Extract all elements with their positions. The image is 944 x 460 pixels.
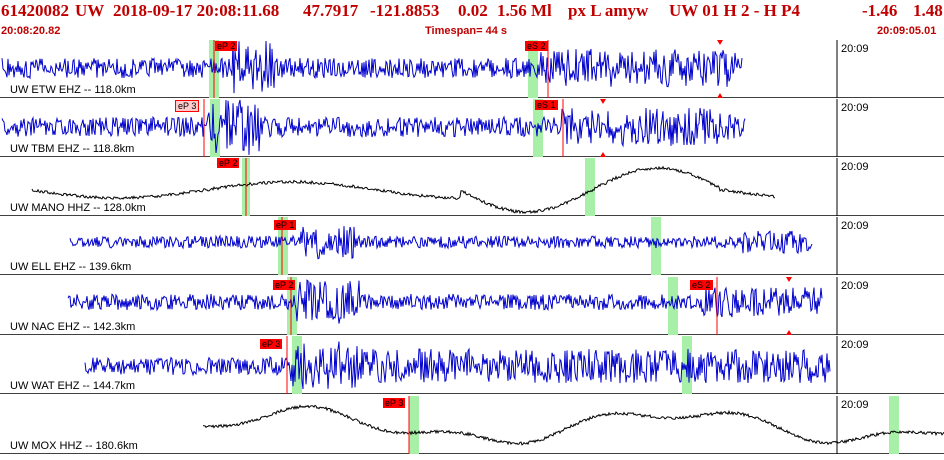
phase-pick-label[interactable]: eS 2 xyxy=(690,280,713,290)
phase-window[interactable] xyxy=(528,40,538,98)
phase-window[interactable] xyxy=(585,158,595,216)
trace-panel[interactable]: eP 3 20:09 UW WAT EHZ -- 144.7km xyxy=(0,336,944,394)
waveform-canvas xyxy=(0,99,944,157)
amplitude-marker-icon xyxy=(786,277,792,282)
waveform-trace xyxy=(67,279,823,324)
station-label: UW ETW EHZ -- 118.0km xyxy=(10,84,136,96)
waveform-trace xyxy=(1,40,743,94)
phase-pick-label[interactable]: eP 1 xyxy=(274,220,297,230)
waveform-trace xyxy=(202,404,944,446)
longitude: -121.8853 xyxy=(370,1,440,20)
time-tick-label: 20:09 xyxy=(841,102,869,114)
station-label: UW MANO HHZ -- 128.0km xyxy=(10,202,146,214)
waveform-trace xyxy=(69,226,813,260)
waveform-canvas xyxy=(0,217,944,275)
phase-window[interactable] xyxy=(210,99,220,157)
phase-pick-label[interactable]: eP 3 xyxy=(383,398,406,408)
amplitude-marker-icon xyxy=(600,99,606,104)
phase-pick-label[interactable]: eP 3 xyxy=(260,339,283,349)
time-tick-label: 20:09 xyxy=(841,280,869,292)
header-extra-1: -1.46 xyxy=(862,1,898,20)
latitude: 47.7917 xyxy=(303,1,359,20)
station-label: UW NAC EHZ -- 142.3km xyxy=(10,321,136,333)
phase-pick-label[interactable]: eP 2 xyxy=(217,158,240,168)
phase-window[interactable] xyxy=(409,396,419,454)
amplitude-marker-icon xyxy=(717,93,723,98)
origin-datetime: 2018-09-17 20:08:11.68 xyxy=(113,1,280,20)
amplitude-marker-icon xyxy=(717,40,723,45)
waveform-canvas xyxy=(0,40,944,98)
amplitude-marker-icon xyxy=(786,330,792,335)
phase-pick-label[interactable]: eS 1 xyxy=(535,100,558,110)
event-header: 61420082 UW 2018-09-17 20:08:11.68 47.79… xyxy=(0,0,944,40)
trace-panel[interactable]: eP 1 20:09 UW ELL EHZ -- 139.6km xyxy=(0,217,944,275)
time-tick-label: 20:09 xyxy=(841,339,869,351)
timespan: Timespan= 44 s xyxy=(425,25,508,37)
waveform-trace xyxy=(84,341,831,390)
end-time: 20:09:05.01 xyxy=(877,25,937,37)
trace-panel[interactable]: eP 2 20:09 UW MANO HHZ -- 128.0km xyxy=(0,158,944,216)
depth: 0.02 xyxy=(458,1,488,20)
quality-info: UW 01 H 2 - H P4 xyxy=(669,1,800,20)
event-type-flags: px L amyw xyxy=(568,1,649,20)
waveform-trace xyxy=(1,99,746,155)
trace-panel[interactable]: eP 3 eS 1 20:09 UW TBM EHZ -- 118.8km xyxy=(0,99,944,157)
waveform-canvas xyxy=(0,336,944,394)
waveform-trace xyxy=(31,165,776,215)
start-time: 20:08:20.82 xyxy=(1,25,61,37)
station-label: UW TBM EHZ -- 118.8km xyxy=(10,143,135,155)
event-id: 61420082 xyxy=(1,1,69,20)
phase-pick-label[interactable]: eP 2 xyxy=(215,41,238,51)
seismogram-traces[interactable]: eP 2 eS 2 20:09 UW ETW EHZ -- 118.0km eP 3 eS… xyxy=(0,40,944,460)
waveform-canvas xyxy=(0,158,944,216)
station-label: UW MOX HHZ -- 180.6km xyxy=(10,440,138,452)
magnitude: 1.56 Ml xyxy=(497,1,552,20)
phase-pick-label[interactable]: eP 2 xyxy=(273,280,296,290)
station-label: UW ELL EHZ -- 139.6km xyxy=(10,261,132,273)
time-tick-label: 20:09 xyxy=(841,399,869,411)
trace-panel[interactable]: eP 2 eS 2 20:09 UW ETW EHZ -- 118.0km xyxy=(0,40,944,98)
network-code: UW xyxy=(75,1,105,20)
amplitude-marker-icon xyxy=(600,152,606,157)
station-label: UW WAT EHZ -- 144.7km xyxy=(10,380,136,392)
phase-window[interactable] xyxy=(292,336,302,394)
phase-pick-label[interactable]: eS 2 xyxy=(525,41,548,51)
waveform-canvas xyxy=(0,396,944,454)
phase-window[interactable] xyxy=(278,217,288,275)
trace-panel[interactable]: eP 3 20:09 UW MOX HHZ -- 180.6km xyxy=(0,396,944,454)
trace-panel[interactable]: eP 2 eS 2 20:09 UW NAC EHZ -- 142.3km xyxy=(0,277,944,335)
time-tick-label: 20:09 xyxy=(841,220,869,232)
waveform-canvas xyxy=(0,277,944,335)
phase-pick-label[interactable]: eP 3 xyxy=(175,100,200,112)
time-tick-label: 20:09 xyxy=(841,43,869,55)
header-extra-2: 1.48 xyxy=(913,1,943,20)
time-tick-label: 20:09 xyxy=(841,161,869,173)
phase-window[interactable] xyxy=(889,396,899,454)
